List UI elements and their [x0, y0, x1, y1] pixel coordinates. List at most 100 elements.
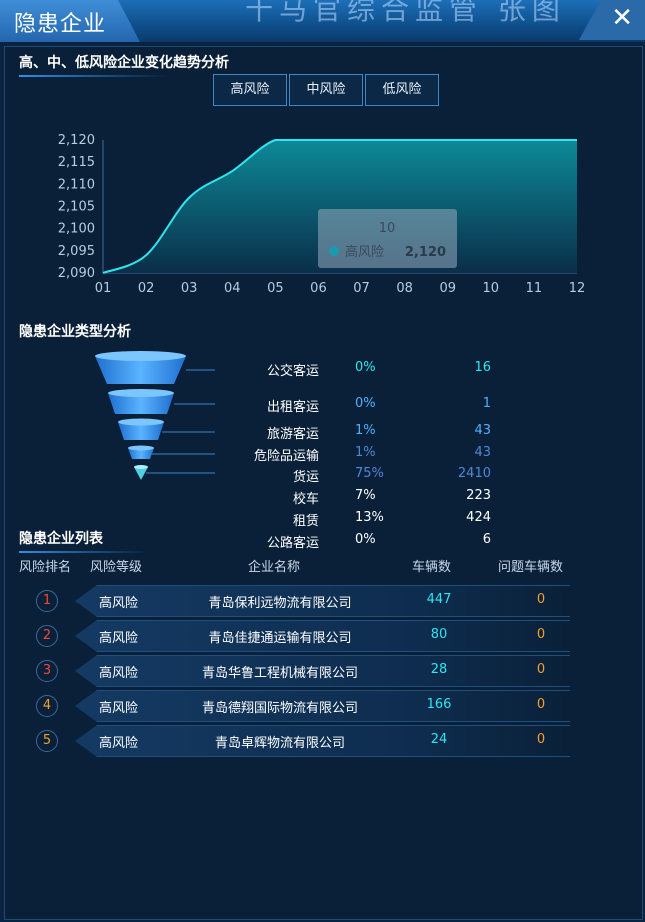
enterprise-name: 青岛华鲁工程机械有限公司 [201, 666, 359, 681]
tooltip-value: 2,120 [405, 245, 446, 260]
rank-badge: 1 [36, 590, 58, 612]
tooltip-marker [329, 246, 339, 256]
x-tick-label: 09 [439, 281, 456, 296]
y-tick-label: 2,090 [58, 266, 95, 281]
vehicle-count: 80 [430, 627, 448, 642]
type-count: 223 [466, 488, 491, 503]
type-percent: 0% [355, 360, 376, 375]
type-percent: 0% [355, 532, 376, 547]
enterprise-row[interactable]: 1 高风险 青岛保利远物流有限公司 447 0 [30, 585, 570, 617]
funnel-layer-5 [134, 465, 148, 480]
page-title: 隐患企业 [14, 12, 107, 37]
vehicle-count: 24 [430, 732, 448, 747]
type-count: 43 [474, 445, 491, 460]
chart-tooltip: 10 高风险 2,120 [318, 209, 457, 268]
series-area [103, 140, 577, 273]
type-count: 6 [482, 532, 491, 547]
type-name: 出租客运 [266, 400, 319, 415]
vehicle-count: 166 [426, 697, 452, 712]
type-count: 16 [474, 360, 491, 375]
funnel-graphic [95, 351, 215, 480]
enterprise-section-title: 隐患企业列表 [19, 528, 149, 553]
row-band [75, 620, 570, 652]
enterprise-row[interactable]: 4 高风险 青岛德翔国际物流有限公司 166 0 [30, 690, 570, 722]
enterprise-name: 青岛佳捷通运输有限公司 [208, 631, 352, 646]
y-tick-label: 2,095 [58, 244, 95, 259]
header-rank: 风险排名 [19, 560, 72, 575]
risk-level: 高风险 [99, 596, 139, 611]
x-tick-label: 11 [526, 281, 543, 296]
problem-vehicle-count: 0 [536, 662, 546, 677]
type-name: 公路客运 [266, 536, 319, 551]
type-percent: 1% [355, 423, 376, 438]
types-section-title: 隐患企业类型分析 [19, 324, 131, 340]
x-tick-label: 10 [483, 281, 500, 296]
y-tick-label: 2,100 [58, 222, 95, 237]
header-level: 风险等级 [90, 560, 143, 575]
funnel-layer-4 [128, 445, 154, 459]
type-percent: 7% [355, 488, 376, 503]
funnel-layer-3 [118, 418, 164, 440]
tooltip-x: 10 [379, 221, 396, 236]
tab-medium-risk[interactable]: 中风险 [289, 74, 363, 106]
type-name: 货运 [292, 470, 319, 485]
vehicle-count: 447 [426, 592, 452, 607]
tooltip-series: 高风险 [345, 244, 384, 260]
row-band [75, 690, 570, 722]
header-vehicles: 车辆数 [412, 560, 452, 575]
x-tick-label: 03 [181, 281, 198, 296]
type-name: 旅游客运 [266, 427, 319, 442]
enterprise-name: 青岛保利远物流有限公司 [208, 596, 352, 611]
tab-low-risk[interactable]: 低风险 [365, 74, 439, 106]
problem-vehicle-count: 0 [536, 627, 546, 642]
risk-level: 高风险 [99, 666, 139, 681]
type-count: 2410 [457, 466, 491, 481]
top-bar: 十马官综合监管 张图 隐患企业 ✕ [0, 0, 645, 42]
rank-badge: 4 [36, 695, 58, 717]
x-tick-label: 02 [138, 281, 155, 296]
header-name: 企业名称 [248, 560, 301, 575]
vehicle-count: 28 [430, 662, 448, 677]
funnel-layer-2 [108, 389, 174, 414]
x-tick-label: 01 [95, 281, 112, 296]
problem-vehicle-count: 0 [536, 732, 546, 747]
type-name: 租赁 [292, 514, 319, 529]
row-band [75, 725, 570, 757]
enterprise-name: 青岛卓辉物流有限公司 [214, 736, 346, 751]
risk-level: 高风险 [99, 736, 139, 751]
type-percent: 13% [355, 510, 384, 525]
enterprise-row[interactable]: 2 高风险 青岛佳捷通运输有限公司 80 0 [30, 620, 570, 652]
row-band [75, 655, 570, 687]
enterprise-row[interactable]: 5 高风险 青岛卓辉物流有限公司 24 0 [30, 725, 570, 757]
banner-text: 十马官综合监管 张图 [245, 0, 566, 26]
type-percent: 75% [355, 466, 384, 481]
rank-badge: 5 [36, 730, 58, 752]
trend-section-title: 高、中、低风险企业变化趋势分析 [19, 52, 229, 77]
series-line [102, 139, 577, 274]
x-tick-label: 05 [267, 281, 284, 296]
type-percent: 1% [355, 445, 376, 460]
y-tick-label: 2,105 [58, 200, 95, 215]
x-tick-label: 04 [224, 281, 241, 296]
y-tick-label: 2,115 [58, 155, 95, 170]
rank-badge: 3 [36, 660, 58, 682]
type-name: 公交客运 [266, 364, 319, 379]
type-name: 校车 [292, 492, 319, 507]
enterprise-row[interactable]: 3 高风险 青岛华鲁工程机械有限公司 28 0 [30, 655, 570, 687]
enterprise-name: 青岛德翔国际物流有限公司 [201, 701, 359, 716]
tab-high-risk[interactable]: 高风险 [213, 74, 287, 106]
type-count: 43 [474, 423, 491, 438]
y-tick-label: 2,110 [58, 177, 95, 192]
x-tick-label: 08 [396, 281, 413, 296]
x-tick-label: 12 [569, 281, 586, 296]
problem-vehicle-count: 0 [536, 592, 546, 607]
risk-level: 高风险 [99, 631, 139, 646]
type-count: 1 [482, 396, 491, 411]
funnel-layer-1 [95, 351, 186, 384]
close-button[interactable]: ✕ [611, 3, 633, 33]
type-name: 危险品运输 [253, 449, 319, 464]
y-tick-label: 2,120 [58, 133, 95, 148]
title-tab [0, 0, 140, 42]
header-problem-vehicles: 问题车辆数 [498, 560, 564, 575]
